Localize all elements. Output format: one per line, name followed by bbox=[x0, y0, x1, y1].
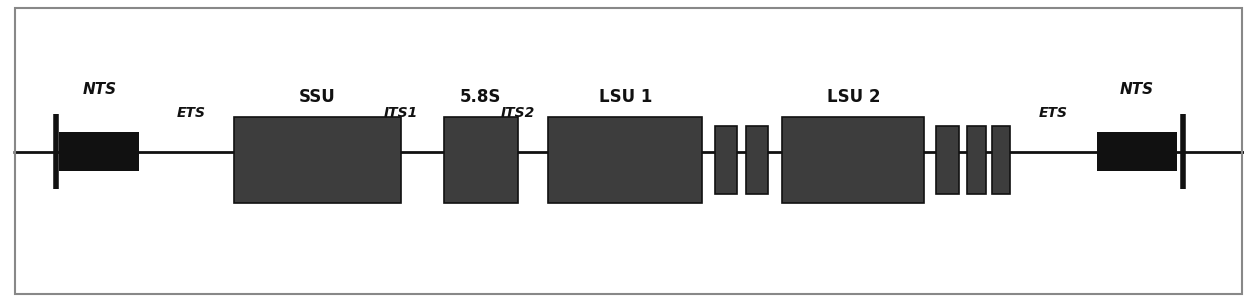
Bar bbox=[992, 126, 1011, 194]
Bar bbox=[936, 126, 959, 194]
Bar bbox=[234, 117, 401, 203]
Text: NTS: NTS bbox=[1120, 82, 1154, 97]
Bar bbox=[548, 117, 703, 203]
Bar bbox=[715, 126, 737, 194]
Bar bbox=[968, 126, 985, 194]
Text: 5.8S: 5.8S bbox=[460, 88, 502, 106]
Bar bbox=[783, 117, 924, 203]
Bar bbox=[1096, 132, 1177, 171]
Text: ITS1: ITS1 bbox=[383, 106, 417, 120]
Bar bbox=[745, 126, 768, 194]
Bar bbox=[444, 117, 518, 203]
Text: LSU 1: LSU 1 bbox=[598, 88, 652, 106]
Text: SSU: SSU bbox=[299, 88, 336, 106]
Text: ITS2: ITS2 bbox=[500, 106, 534, 120]
Text: LSU 2: LSU 2 bbox=[827, 88, 880, 106]
Text: NTS: NTS bbox=[83, 82, 117, 97]
Text: ETS: ETS bbox=[1040, 106, 1068, 120]
Text: ETS: ETS bbox=[177, 106, 206, 120]
Bar bbox=[59, 132, 140, 171]
